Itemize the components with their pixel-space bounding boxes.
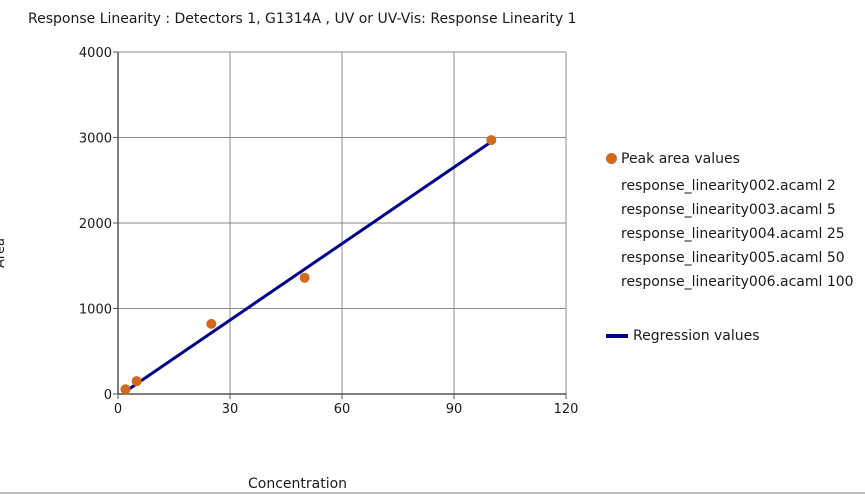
- peak-area-point: [206, 318, 217, 329]
- axes: [113, 51, 567, 399]
- y-tick-label: 0: [104, 388, 112, 403]
- window-bottom-border: [0, 492, 865, 494]
- peak-area-point: [131, 376, 142, 387]
- peak-area-point: [299, 272, 310, 283]
- y-tick-label: 2000: [79, 217, 112, 232]
- x-tick-label: 120: [554, 402, 579, 417]
- chart-title: Response Linearity : Detectors 1, G1314A…: [28, 11, 577, 27]
- legend-scatter-label: Peak area values: [621, 151, 740, 167]
- legend-file-item: response_linearity002.acaml 2: [621, 178, 836, 194]
- x-tick-label: 90: [446, 402, 463, 417]
- x-tick-label: 60: [334, 402, 351, 417]
- legend-scatter-marker: [606, 153, 617, 164]
- tick-labels: 0 30 60 90 120 0 1000 2000 3000 4000: [79, 46, 579, 417]
- grid-lines: [118, 51, 567, 394]
- y-tick-label: 4000: [79, 46, 112, 61]
- y-tick-label: 3000: [79, 132, 112, 147]
- data-series: [120, 135, 497, 395]
- regression-line: [124, 140, 493, 393]
- x-tick-label: 30: [222, 402, 239, 417]
- legend-file-item: response_linearity005.acaml 50: [621, 250, 845, 266]
- legend-file-item: response_linearity006.acaml 100: [621, 274, 854, 290]
- legend-line-label: Regression values: [633, 328, 760, 344]
- legend-file-item: response_linearity004.acaml 25: [621, 226, 845, 242]
- legend-file-list: response_linearity002.acaml 2 response_l…: [621, 174, 854, 294]
- x-axis-label: Concentration: [248, 476, 348, 492]
- legend-line-marker: [606, 334, 628, 338]
- peak-area-point: [486, 135, 497, 146]
- peak-area-point: [120, 384, 131, 395]
- legend-file-item: response_linearity003.acaml 5: [621, 202, 836, 218]
- x-tick-label: 0: [114, 402, 122, 417]
- y-tick-label: 1000: [79, 303, 112, 318]
